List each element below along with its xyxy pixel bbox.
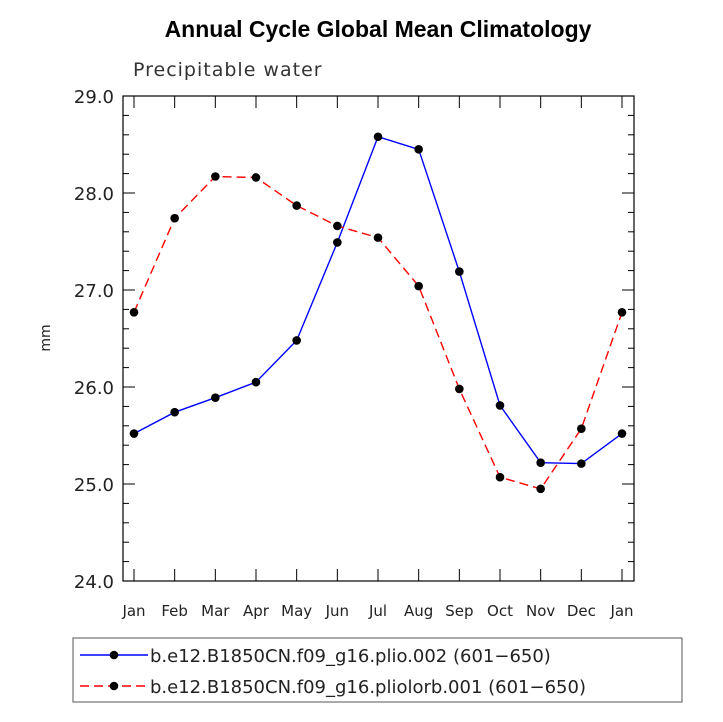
series-line-2	[133, 175, 623, 490]
series-2-point	[495, 472, 505, 482]
x-tick-label: Oct	[487, 602, 513, 620]
series-2-point	[617, 308, 627, 317]
y-tick-label: 24.0	[74, 572, 114, 593]
plot-frame	[122, 95, 635, 582]
x-tick-label: Feb	[161, 602, 188, 620]
legend-box	[72, 637, 683, 703]
series-2-point	[373, 233, 383, 242]
x-tick-label: Dec	[567, 602, 596, 620]
x-tick-label: Sep	[445, 602, 473, 620]
y-tick-label: 26.0	[74, 378, 114, 399]
x-tick-label: Jul	[368, 602, 387, 620]
legend-label-2: b.e12.B1850CN.f09_g16.pliolorb.001 (601−…	[150, 677, 586, 698]
series-2-point	[129, 308, 139, 317]
series-1-point	[333, 238, 342, 247]
y-tick-label: 28.0	[74, 184, 114, 205]
series-1-point	[211, 393, 220, 402]
legend-marker-1	[109, 650, 119, 660]
series-2-point	[455, 384, 464, 394]
x-tick-label: May	[281, 602, 312, 620]
x-tick-label: Jan	[121, 602, 145, 620]
x-tick-label: Mar	[201, 602, 230, 620]
series-2-point	[536, 484, 545, 494]
series-1-point	[170, 407, 179, 417]
series-1-point	[251, 377, 261, 387]
series-2-point	[170, 213, 179, 223]
series-1-point	[455, 267, 464, 276]
series-1-point	[129, 429, 139, 438]
series-1-point	[577, 459, 586, 468]
series-2-point	[211, 172, 220, 181]
series-2-point	[251, 173, 261, 182]
chart-subtitle: Precipitable water	[133, 59, 323, 81]
x-tick-label: Aug	[404, 602, 433, 620]
series-2-point	[577, 424, 586, 434]
y-tick-label: 29.0	[74, 87, 114, 108]
x-tick-label: Jun	[325, 602, 349, 620]
legend-marker-2	[109, 681, 119, 691]
series-1-point	[373, 132, 383, 142]
series-1-point	[292, 336, 301, 345]
series-2-point	[414, 281, 423, 291]
x-tick-label: Jan	[609, 602, 633, 620]
x-tick-label: Apr	[243, 602, 270, 620]
chart-title: Annual Cycle Global Mean Climatology	[165, 16, 592, 42]
series-1-point	[617, 429, 627, 438]
y-tick-label: 27.0	[74, 281, 114, 302]
x-tick-label: Nov	[526, 602, 555, 620]
legend-label-1: b.e12.B1850CN.f09_g16.plio.002 (601−650)	[150, 646, 551, 667]
series-1-point	[495, 401, 505, 410]
series-2-point	[292, 201, 301, 210]
series-1-point	[536, 458, 545, 467]
series-1-point	[414, 145, 423, 154]
y-axis-label: mm	[38, 324, 54, 351]
series-2-point	[333, 221, 342, 231]
y-tick-label: 25.0	[74, 475, 114, 496]
